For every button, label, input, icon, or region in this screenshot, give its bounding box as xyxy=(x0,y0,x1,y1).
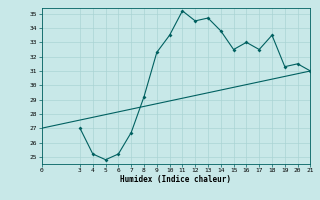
X-axis label: Humidex (Indice chaleur): Humidex (Indice chaleur) xyxy=(121,175,231,184)
